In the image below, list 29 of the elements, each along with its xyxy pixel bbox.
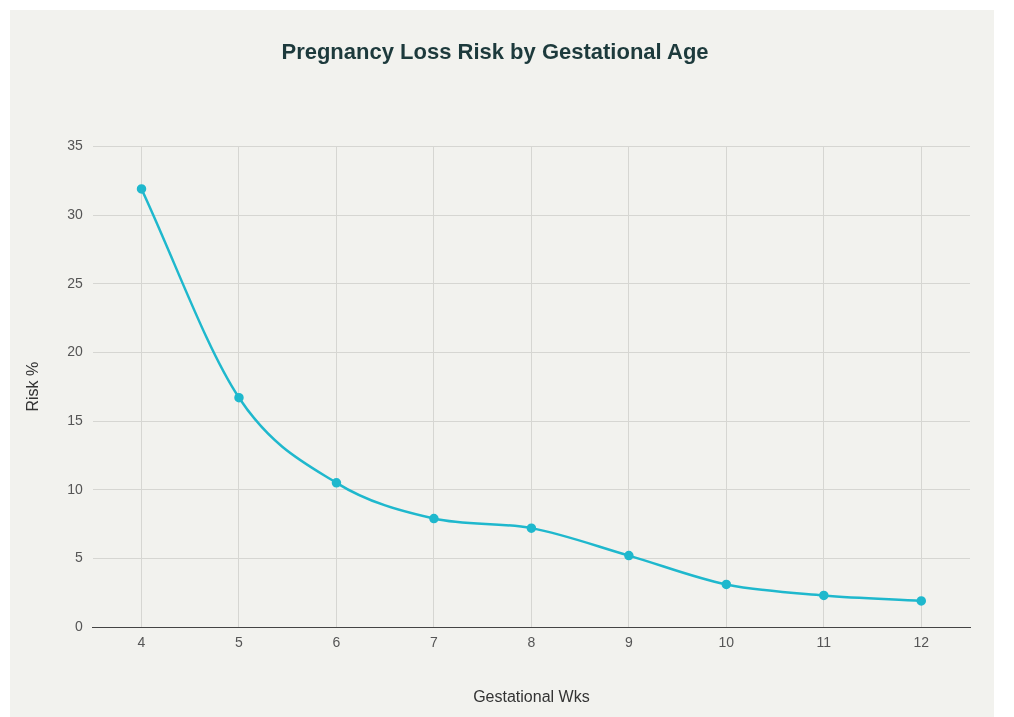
y-tick-label: 25 <box>67 274 83 291</box>
x-tick-label: 7 <box>430 634 439 651</box>
x-tick-label: 4 <box>137 634 146 651</box>
y-tick-label: 0 <box>74 617 83 634</box>
y-tick-label: 5 <box>74 549 83 566</box>
y-tick-label: 15 <box>67 411 83 428</box>
x-tick-label: 10 <box>718 634 735 651</box>
x-axis-title: Gestational Wks <box>473 687 590 705</box>
point <box>819 590 829 601</box>
y-axis-title: Risk % <box>24 361 42 412</box>
point <box>916 596 927 606</box>
y-tick-label: 30 <box>67 205 83 222</box>
point <box>526 523 537 533</box>
x-tick-label: 5 <box>235 634 244 651</box>
point <box>234 392 244 403</box>
y-tick-label: 20 <box>67 343 83 360</box>
y-tick-label: 10 <box>67 480 83 497</box>
x-tick-label: 12 <box>913 634 930 651</box>
x-tick-label: 8 <box>527 634 536 651</box>
y-tick-label: 35 <box>67 137 83 154</box>
point <box>429 513 439 524</box>
x-tick-label: 11 <box>816 634 832 651</box>
point <box>721 579 732 590</box>
chart-title: Pregnancy Loss Risk by Gestational Age <box>281 39 709 65</box>
x-tick-label: 6 <box>332 634 341 651</box>
point <box>624 550 634 561</box>
x-tick-label: 9 <box>624 634 633 651</box>
point <box>136 184 147 194</box>
point <box>331 478 342 488</box>
